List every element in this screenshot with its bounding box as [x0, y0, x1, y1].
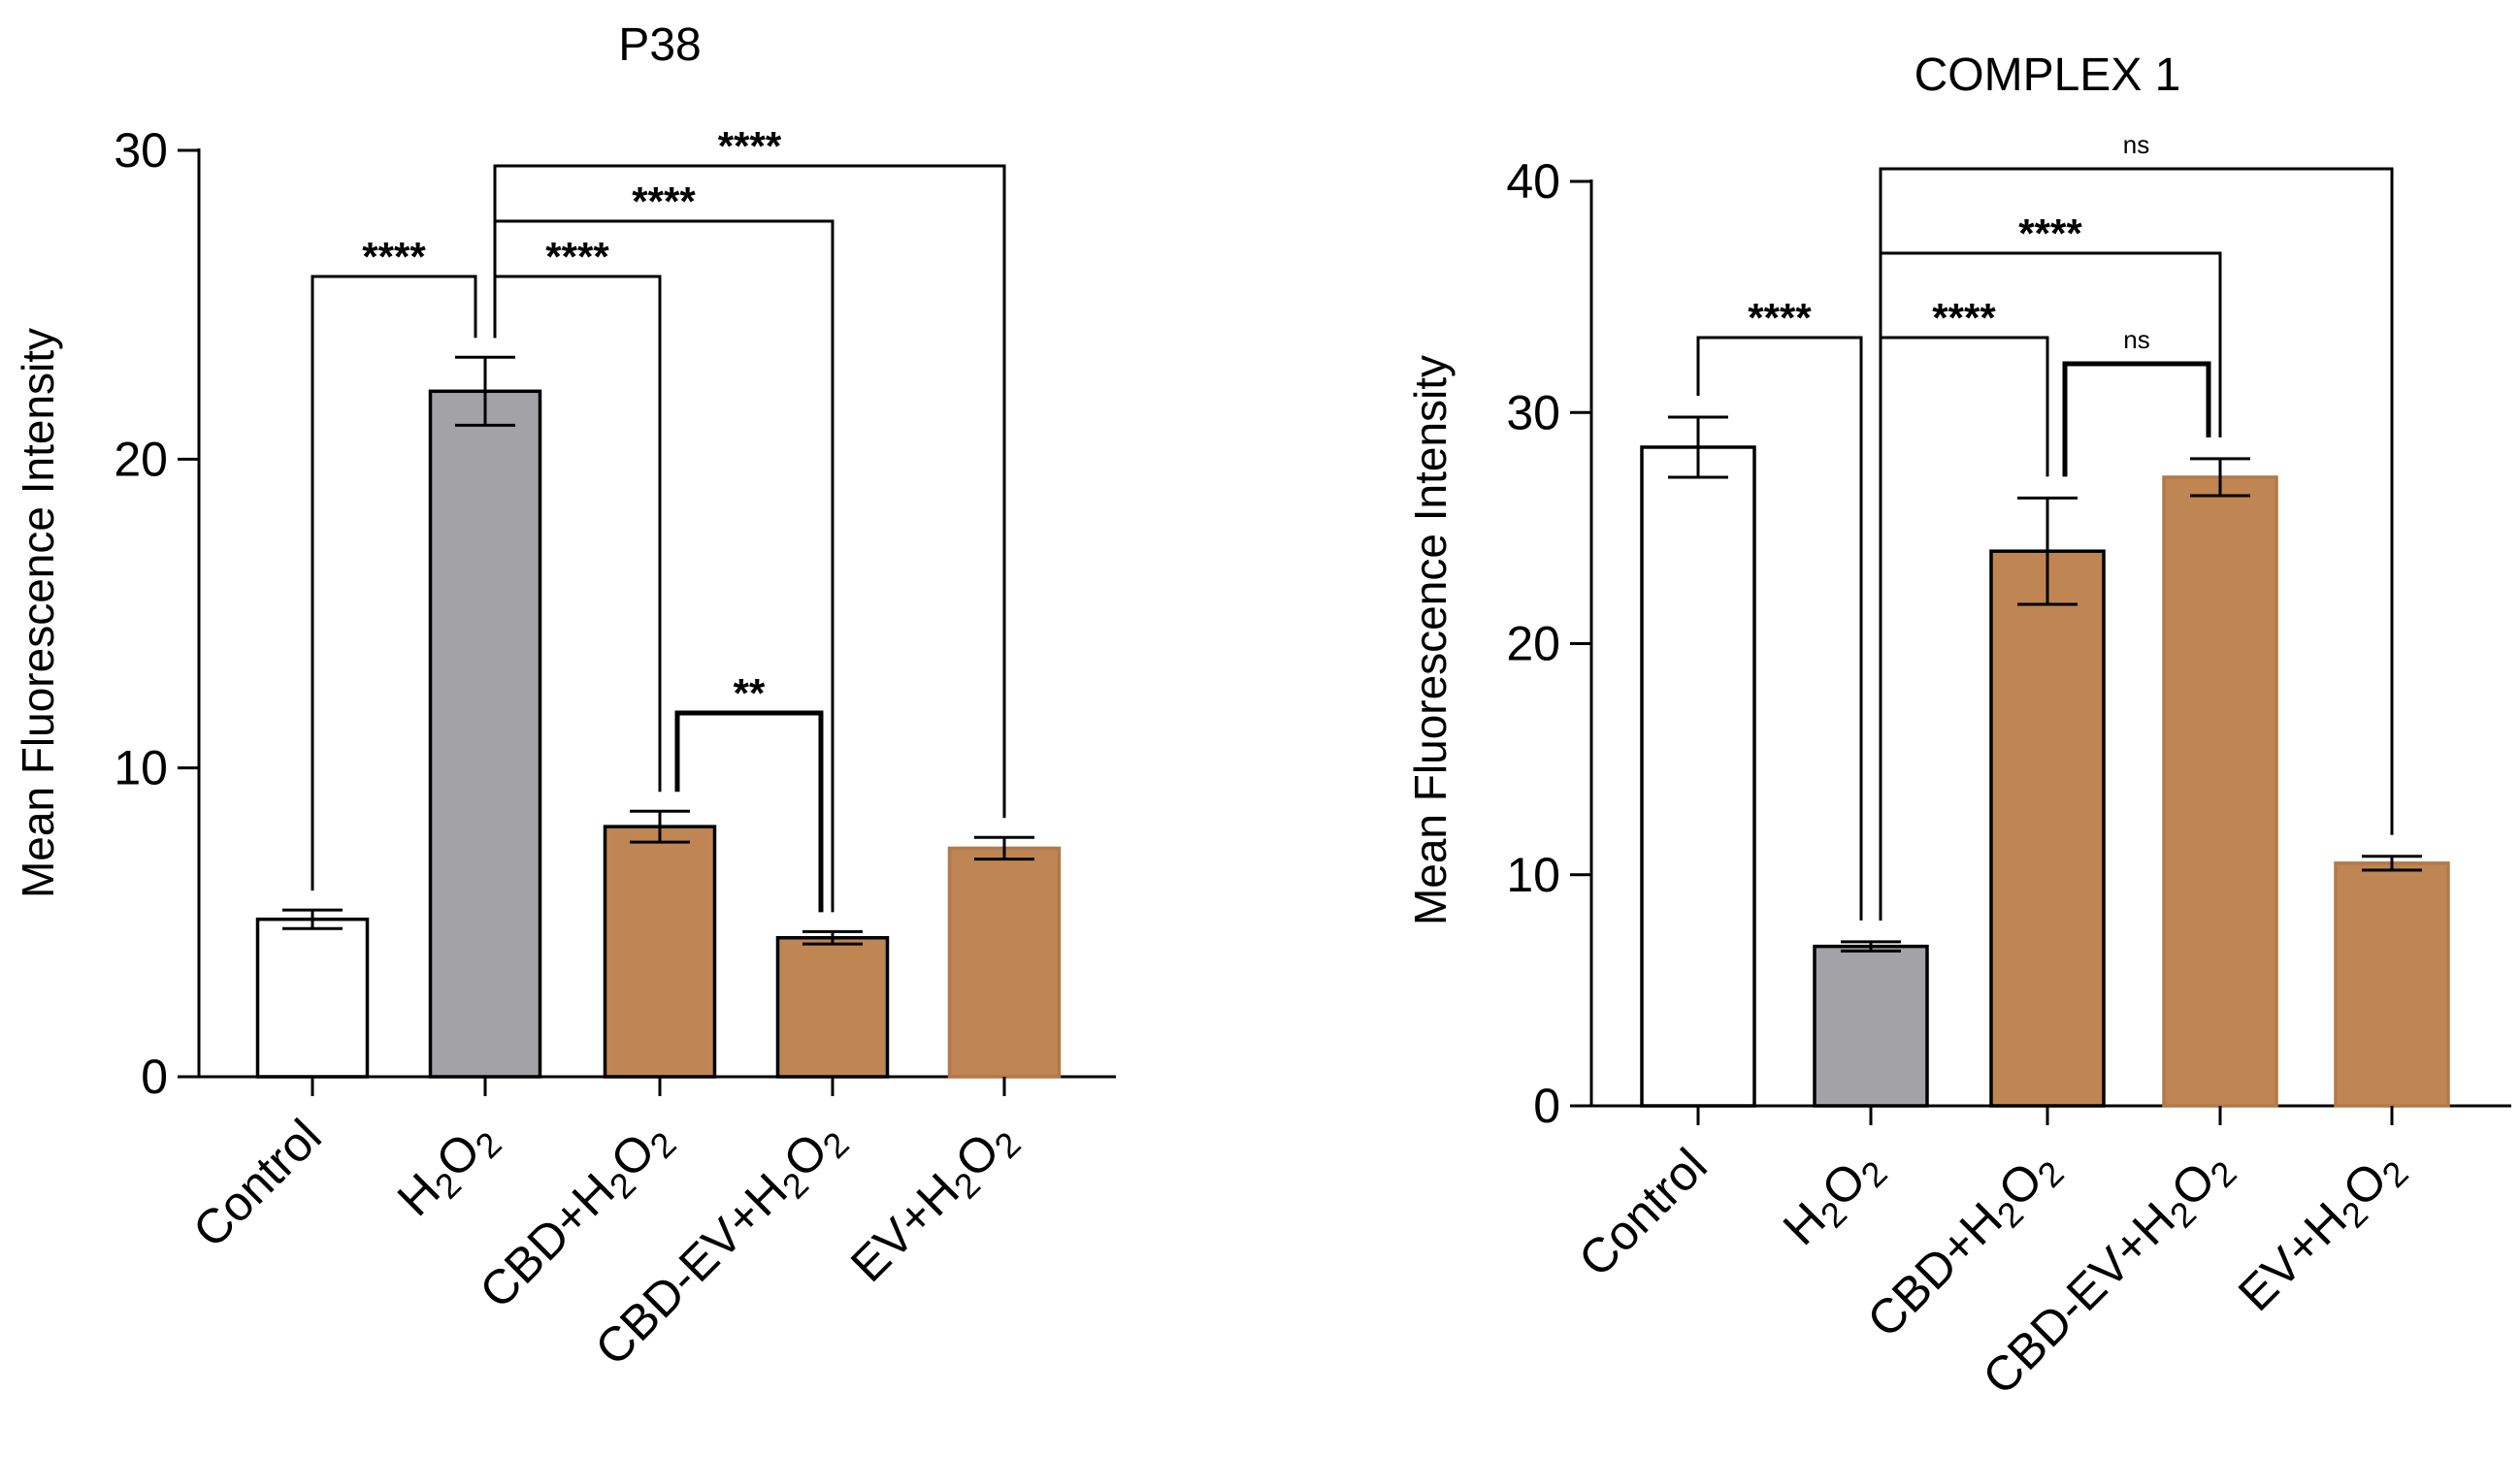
y-tick-label: 30: [1506, 385, 1560, 439]
bar: [775, 936, 890, 1079]
chart-p38: P38 Mean Fluorescence Intensity 0 10 20 30 Con…: [13, 19, 1116, 1376]
y-tick-label: 0: [141, 1050, 168, 1104]
significance-bracket: [1696, 336, 1863, 921]
y-tick-label: 10: [114, 741, 168, 795]
significance-label: ns: [2123, 130, 2149, 159]
bar: [2162, 475, 2278, 1108]
significance-bracket: [311, 275, 477, 891]
significance-label: ****: [1748, 295, 1812, 340]
bar: [947, 846, 1062, 1079]
y-axis-label: Mean Fluorescence Intensity: [13, 328, 63, 898]
significance-bracket: [2062, 361, 2211, 477]
y-tick-label: 20: [114, 432, 168, 486]
x-tick-label: H2O2: [387, 1109, 509, 1231]
bar: [1989, 549, 2106, 1108]
x-tick-label: Control: [1568, 1138, 1718, 1287]
y-tick-label: 20: [1506, 617, 1560, 671]
significance-bracket: [493, 164, 1006, 819]
significance-label: ****: [2018, 210, 2082, 256]
y-tick-label: 40: [1506, 154, 1560, 209]
significance-label: ****: [545, 234, 609, 279]
significance-bracket: [1879, 167, 2394, 921]
significance-label: ****: [632, 178, 696, 224]
bar: [603, 825, 717, 1079]
significance-label: **: [734, 670, 766, 716]
y-tick-label: 0: [1533, 1079, 1560, 1133]
significance-bracket: [674, 710, 824, 913]
y-tick-label: 10: [1506, 848, 1560, 902]
bar: [255, 917, 370, 1079]
chart-complex-1: COMPLEX 1 Mean Fluorescence Intensity 0 10 2…: [1405, 49, 2511, 1405]
significance-label: ****: [718, 123, 782, 169]
y-axis-label: Mean Fluorescence Intensity: [1405, 355, 1456, 925]
significance-bracket: [493, 219, 835, 913]
significance-label: ns: [2123, 325, 2149, 354]
chart-title: COMPLEX 1: [1915, 49, 2181, 101]
y-tick-label: 30: [114, 123, 168, 178]
bar: [428, 389, 542, 1079]
significance-label: ****: [362, 234, 426, 279]
bar: [2334, 861, 2450, 1108]
x-tick-label: EV+H2O2: [2228, 1138, 2416, 1326]
chart-title: P38: [618, 19, 701, 71]
x-tick-label: EV+H2O2: [840, 1109, 1029, 1297]
x-tick-label: Control: [182, 1109, 332, 1258]
bar: [1640, 445, 1756, 1108]
x-tick-label: H2O2: [1773, 1138, 1895, 1260]
significance-label: ****: [1932, 295, 1996, 340]
bar: [1813, 944, 1929, 1108]
